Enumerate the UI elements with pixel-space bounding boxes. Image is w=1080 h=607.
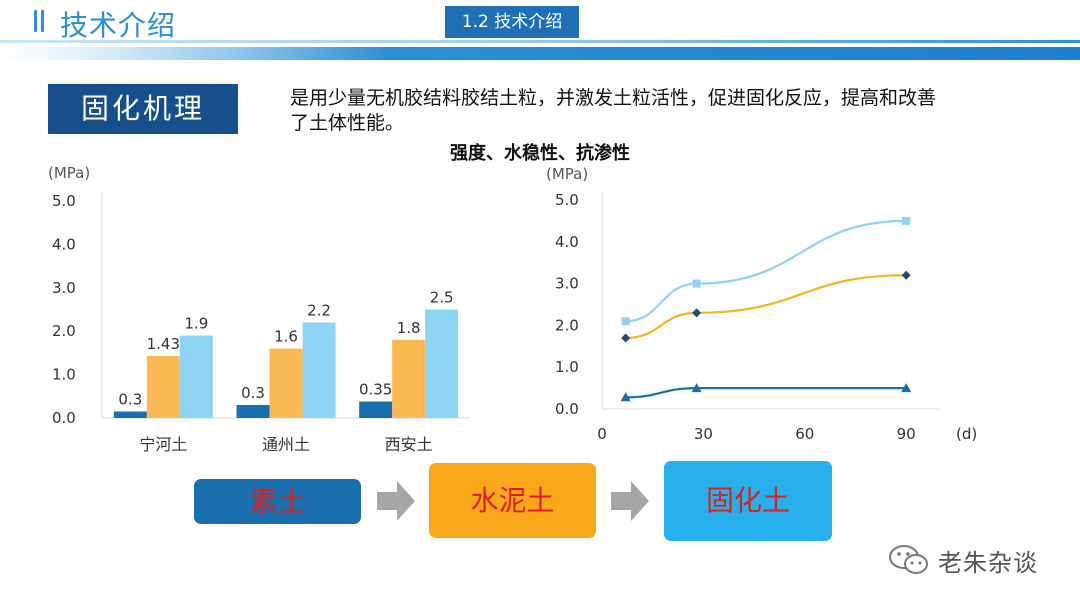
- line-series: [625, 386, 907, 399]
- flow-arrow-icon: [377, 481, 415, 521]
- bar: [302, 322, 336, 418]
- bar: [359, 401, 393, 418]
- bar-category-label: 宁河土: [139, 435, 187, 454]
- bar-category-label: 通州土: [262, 435, 310, 454]
- section-description: 是用少量无机胶结料胶结土粒，并激发土粒活性，促进固化反应，提高和改善了土体性能。: [290, 87, 937, 134]
- bar-category-label: 西安土: [385, 435, 433, 454]
- bar: [425, 309, 459, 418]
- bar-y-tick-label: 5.0: [52, 192, 76, 210]
- watermark-text: 老朱杂谈: [938, 548, 1038, 577]
- header-gradient-bar: [0, 47, 1080, 60]
- line-point-square: [692, 279, 701, 288]
- bar: [236, 404, 270, 418]
- line-x-tick-label: 60: [795, 425, 814, 443]
- bar-y-tick-label: 4.0: [52, 235, 76, 253]
- line-x-tick-label: 90: [897, 425, 916, 443]
- line-y-tick-label: 2.0: [555, 316, 579, 334]
- bar: [269, 348, 303, 418]
- bar-value-label: 1.43: [147, 335, 180, 353]
- line-x-tick-label: 30: [694, 425, 713, 443]
- bar-value-label: 1.6: [274, 328, 298, 346]
- section-label: 固化机理: [48, 84, 238, 134]
- line-point-diamond: [901, 270, 911, 280]
- bar-y-axis-label: (MPa): [48, 164, 90, 182]
- strength-bar-chart: (MPa) 0.0 1.0 2.0 3.0 4.0 5.0 0.3 1.431.9 宁河土 0.3 1…: [48, 164, 470, 454]
- line-series: [625, 219, 907, 323]
- header-divider: [0, 40, 1080, 43]
- bar-value-label: 2.2: [307, 302, 331, 320]
- line-x-axis-label: (d): [956, 425, 977, 443]
- section-number-badge: 1.2 技术介绍: [445, 6, 579, 38]
- bar: [113, 411, 147, 418]
- header-bars-icon: [34, 10, 48, 34]
- bar-y-tick-label: 0.0: [52, 409, 76, 427]
- flow-step-plain-soil: 素土: [194, 479, 361, 524]
- flow-arrow-icon: [611, 481, 649, 521]
- bar-value-label: 1.8: [397, 319, 421, 337]
- chart-heading: 强度、水稳性、抗渗性: [450, 143, 630, 164]
- line-y-axis-label: (MPa): [546, 165, 588, 183]
- line-point-triangle: [620, 392, 631, 402]
- line-series: [625, 274, 907, 340]
- flow-step-solidified-soil: 固化土: [664, 461, 832, 541]
- line-point-square: [621, 317, 630, 326]
- line-point-square: [902, 216, 911, 225]
- flow-step-cement-soil: 水泥土: [429, 463, 596, 538]
- bar-y-tick-label: 1.0: [52, 366, 76, 384]
- line-point-triangle: [691, 383, 702, 393]
- bar: [146, 355, 180, 418]
- bar: [179, 335, 213, 418]
- bar-value-label: 1.9: [184, 315, 208, 333]
- bar-y-tick-label: 3.0: [52, 279, 76, 297]
- bar-value-label: 0.3: [118, 390, 142, 408]
- line-point-diamond: [692, 308, 702, 318]
- bar-value-label: 0.3: [241, 384, 265, 402]
- line-y-tick-label: 5.0: [555, 191, 579, 209]
- line-y-tick-label: 0.0: [555, 400, 579, 418]
- line-x-tick-label: 0: [597, 425, 607, 443]
- line-y-tick-label: 4.0: [555, 233, 579, 251]
- line-y-tick-label: 3.0: [555, 275, 579, 293]
- strength-line-chart: (MPa) 0.0 1.0 2.0 3.0 4.0 5.0 0 30 60 90 (d): [546, 165, 977, 443]
- bar: [392, 339, 426, 418]
- line-point-triangle: [901, 383, 912, 393]
- line-point-diamond: [621, 333, 631, 343]
- wechat-icon: [889, 545, 928, 574]
- bar-y-tick-label: 2.0: [52, 322, 76, 340]
- watermark: 老朱杂谈: [888, 540, 1038, 580]
- line-y-tick-label: 1.0: [555, 358, 579, 376]
- bar-value-label: 0.35: [359, 381, 392, 399]
- bar-value-label: 2.5: [430, 289, 454, 307]
- page-title: 技术介绍: [60, 9, 177, 42]
